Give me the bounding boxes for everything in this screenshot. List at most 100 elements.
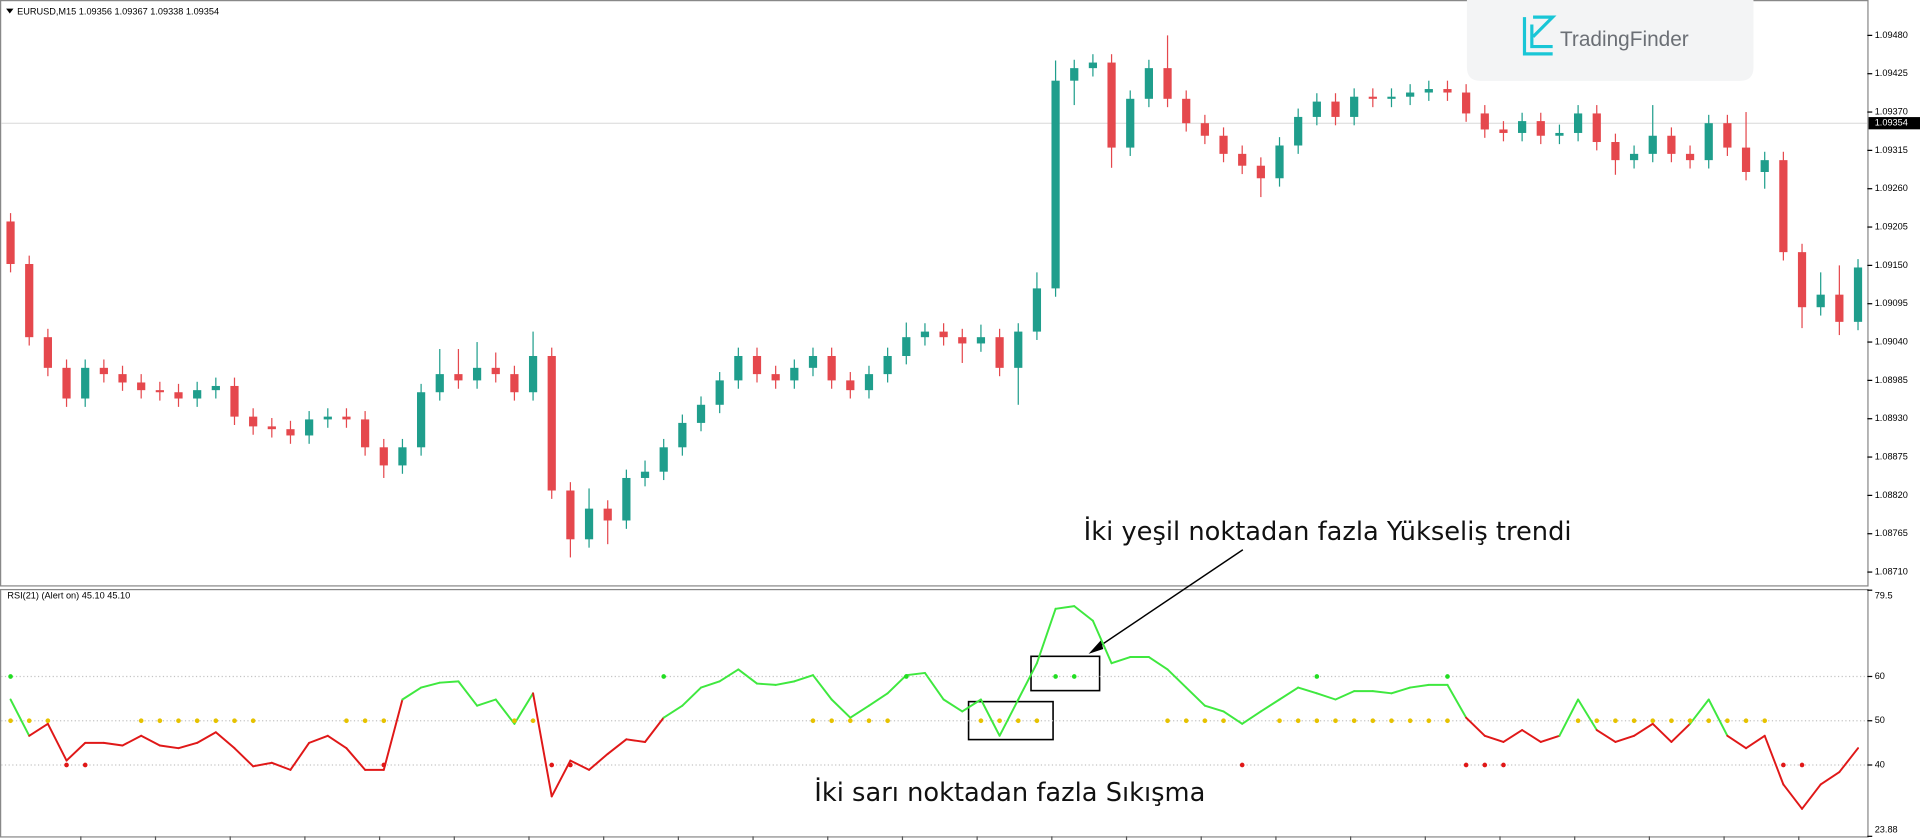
rsi-segment	[494, 698, 516, 725]
candle-body	[1219, 135, 1228, 154]
candle-body	[622, 477, 631, 521]
candle-body	[958, 337, 967, 344]
candle-body	[1107, 62, 1116, 148]
candle-body	[696, 404, 706, 423]
candle-body	[1816, 294, 1825, 308]
signal-dot	[381, 718, 387, 724]
signal-dot	[1407, 718, 1413, 724]
candle-body	[1480, 113, 1489, 130]
candle-body	[640, 471, 650, 478]
y-tick-label: 60	[1875, 671, 1885, 681]
rsi-segment	[1614, 734, 1636, 743]
rsi-segment	[65, 741, 87, 762]
logo-text: TradingFinder	[1560, 28, 1689, 51]
signal-dot	[1314, 718, 1320, 724]
candle-body	[249, 416, 258, 427]
arrow	[1093, 549, 1244, 651]
candle-body	[547, 355, 556, 491]
signal-dot	[810, 718, 816, 724]
rsi-segment	[1315, 692, 1337, 701]
candle-body	[1406, 92, 1415, 97]
rsi-segment	[401, 686, 423, 701]
logo-box	[1466, 0, 1754, 81]
rsi-segment	[1763, 734, 1785, 786]
y-tick-label: 1.09095	[1875, 298, 1908, 308]
candle-body	[286, 429, 295, 436]
candle-body	[1741, 147, 1751, 172]
logo: TradingFinder	[1466, 0, 1754, 81]
rsi-segment	[1241, 710, 1262, 725]
candle-body	[920, 331, 930, 338]
candle-body	[584, 508, 594, 540]
rsi-segment	[308, 734, 329, 744]
signal-dot	[232, 718, 237, 724]
candle-body	[1424, 89, 1433, 93]
rsi-segment	[1689, 698, 1710, 725]
signal-dot	[1594, 718, 1600, 724]
candle-body	[1518, 121, 1527, 133]
y-tick-label: 1.08820	[1875, 490, 1908, 500]
signal-dot	[1725, 718, 1730, 724]
rsi-segment	[420, 681, 441, 689]
y-tick-label: 1.09425	[1875, 68, 1908, 78]
rsi-segment	[1838, 747, 1859, 774]
candle-body	[1014, 331, 1023, 368]
y-tick-label: 79.5	[1875, 591, 1893, 601]
candle-body	[1070, 68, 1079, 81]
signal-dot	[1631, 718, 1637, 724]
candle-body	[1648, 135, 1657, 154]
candle-body	[1238, 153, 1247, 166]
rsi-segment	[326, 734, 348, 750]
rsi-segment	[1390, 686, 1412, 695]
menu-triangle	[6, 8, 14, 14]
candle-body	[528, 355, 538, 393]
rsi-segment	[1073, 605, 1094, 622]
main-pane	[0, 0, 1869, 587]
rsi-segment	[158, 744, 180, 750]
rsi-segment	[774, 680, 796, 686]
rsi-segment	[1801, 783, 1822, 810]
rsi-segment	[177, 741, 199, 750]
rsi-segment	[588, 752, 609, 771]
candle-body	[137, 382, 146, 391]
signal-dot	[1389, 718, 1394, 724]
rsi-segment	[513, 692, 535, 725]
signal-dot	[866, 718, 872, 724]
candle-body	[99, 367, 108, 375]
rsi-segment	[923, 671, 945, 701]
rsi-segment	[46, 722, 68, 762]
rsi-segment	[550, 759, 572, 798]
rsi-segment	[252, 761, 273, 768]
rsi-segment	[1278, 686, 1300, 701]
candle-body	[398, 447, 407, 466]
signal-dot	[1445, 674, 1450, 679]
candle-body	[416, 392, 426, 448]
rsi-segment	[681, 686, 702, 707]
candle-body	[1462, 92, 1471, 114]
signal-dot	[26, 718, 32, 724]
signal-dot	[1333, 718, 1338, 724]
signal-dot	[1463, 762, 1469, 768]
signal-dot	[978, 718, 984, 724]
candle-body	[1256, 165, 1265, 179]
y-tick-label: 50	[1875, 715, 1885, 725]
candle-body	[6, 221, 15, 264]
y-tick-label: 1.09205	[1875, 221, 1908, 231]
rsi-segment	[1222, 710, 1244, 725]
candle-body	[43, 337, 52, 368]
rsi-segment	[756, 682, 777, 686]
candle-body	[1051, 80, 1060, 289]
candle-body	[1723, 123, 1732, 148]
rsi-segment	[270, 761, 292, 771]
candle-body	[1536, 121, 1545, 136]
y-tick-label: 1.09150	[1875, 260, 1908, 270]
y-tick-label: 1.08765	[1875, 528, 1908, 538]
rsi-segment	[700, 680, 721, 689]
candle-body	[361, 419, 370, 448]
rsi-segment	[382, 698, 404, 771]
candle-body	[193, 390, 202, 399]
candle-body	[118, 374, 127, 383]
rsi-segment	[793, 674, 814, 683]
candle-body	[1331, 101, 1340, 117]
rsi-segment	[849, 704, 870, 719]
